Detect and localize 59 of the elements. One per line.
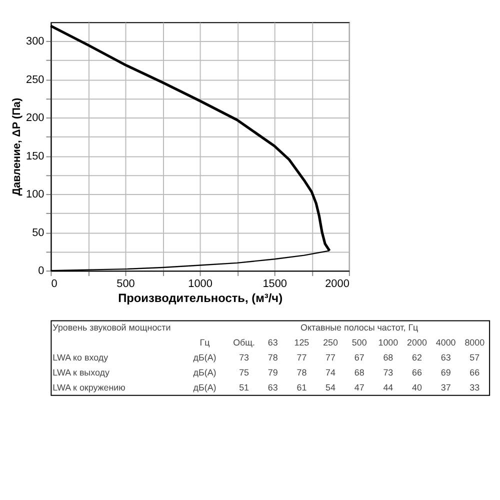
text: Уровень звуковой мощности bbox=[52, 322, 171, 333]
y-tick-label: 300 bbox=[26, 36, 44, 48]
y-tick-label: 100 bbox=[26, 188, 44, 201]
text: 63 bbox=[268, 338, 278, 348]
text: 44 bbox=[383, 382, 394, 392]
text: 78 bbox=[296, 367, 307, 378]
text: 67 bbox=[354, 352, 364, 363]
y-axis-title: Давление, ΔP (Па) bbox=[11, 98, 24, 196]
x-axis-title: Производительность, (м³/ч) bbox=[118, 290, 283, 305]
text: 74 bbox=[326, 367, 336, 378]
x-tick-label: 1000 bbox=[188, 278, 212, 290]
text: 1000 bbox=[378, 338, 398, 348]
x-tick-label: 1500 bbox=[262, 278, 288, 290]
text: 54 bbox=[326, 382, 336, 392]
text: 66 bbox=[470, 367, 480, 378]
text: Гц bbox=[200, 338, 210, 348]
text: 500 bbox=[352, 338, 367, 348]
text: 77 bbox=[296, 352, 307, 363]
text: LWA к окружению bbox=[52, 382, 126, 392]
text: Октавные полосы частот, Гц bbox=[300, 322, 418, 333]
x-tick-label: 2000 bbox=[325, 278, 350, 290]
text: 63 bbox=[440, 352, 451, 363]
text: 62 bbox=[412, 352, 422, 363]
x-tick-label: 0 bbox=[51, 278, 58, 290]
text: 63 bbox=[268, 382, 278, 392]
text: LWA к выходу bbox=[52, 367, 110, 378]
text: 40 bbox=[412, 382, 422, 392]
text: 73 bbox=[383, 367, 394, 378]
text: 51 bbox=[239, 382, 250, 392]
text: 68 bbox=[383, 352, 394, 363]
text: 47 bbox=[354, 382, 364, 392]
text: 69 bbox=[440, 367, 451, 378]
text: 68 bbox=[354, 367, 364, 378]
text: 61 bbox=[296, 382, 307, 392]
text: 250 bbox=[323, 338, 338, 348]
text: дБ(А) bbox=[193, 382, 216, 392]
text: дБ(А) bbox=[193, 367, 216, 378]
y-tick-label: 0 bbox=[38, 265, 44, 278]
y-tick-label: 50 bbox=[32, 226, 44, 239]
y-tick-label: 150 bbox=[26, 150, 44, 162]
text: дБ(А) bbox=[193, 352, 216, 363]
text: 78 bbox=[268, 352, 278, 363]
text: Общ. bbox=[233, 338, 255, 348]
text: 73 bbox=[239, 352, 250, 363]
text: 4000 bbox=[436, 338, 456, 348]
text: 33 bbox=[470, 382, 480, 392]
text: 57 bbox=[470, 352, 480, 363]
text: 79 bbox=[268, 367, 278, 378]
text: 2000 bbox=[407, 338, 427, 348]
text: LWA ко входу bbox=[52, 352, 109, 363]
text: 8000 bbox=[464, 338, 485, 348]
y-tick-label: 200 bbox=[26, 112, 44, 124]
text: 66 bbox=[412, 367, 422, 378]
text: 77 bbox=[326, 352, 336, 363]
x-tick-label: 500 bbox=[116, 278, 135, 290]
text: 75 bbox=[239, 367, 250, 378]
y-tick-label: 250 bbox=[26, 74, 44, 86]
text: 37 bbox=[440, 382, 451, 392]
text: 125 bbox=[294, 338, 310, 348]
